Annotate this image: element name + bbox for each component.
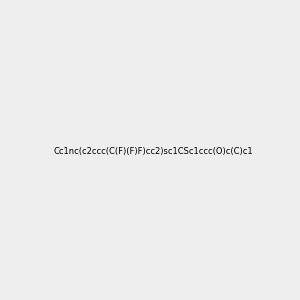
Text: Cc1nc(c2ccc(C(F)(F)F)cc2)sc1CSc1ccc(O)c(C)c1: Cc1nc(c2ccc(C(F)(F)F)cc2)sc1CSc1ccc(O)c(… <box>54 147 254 156</box>
